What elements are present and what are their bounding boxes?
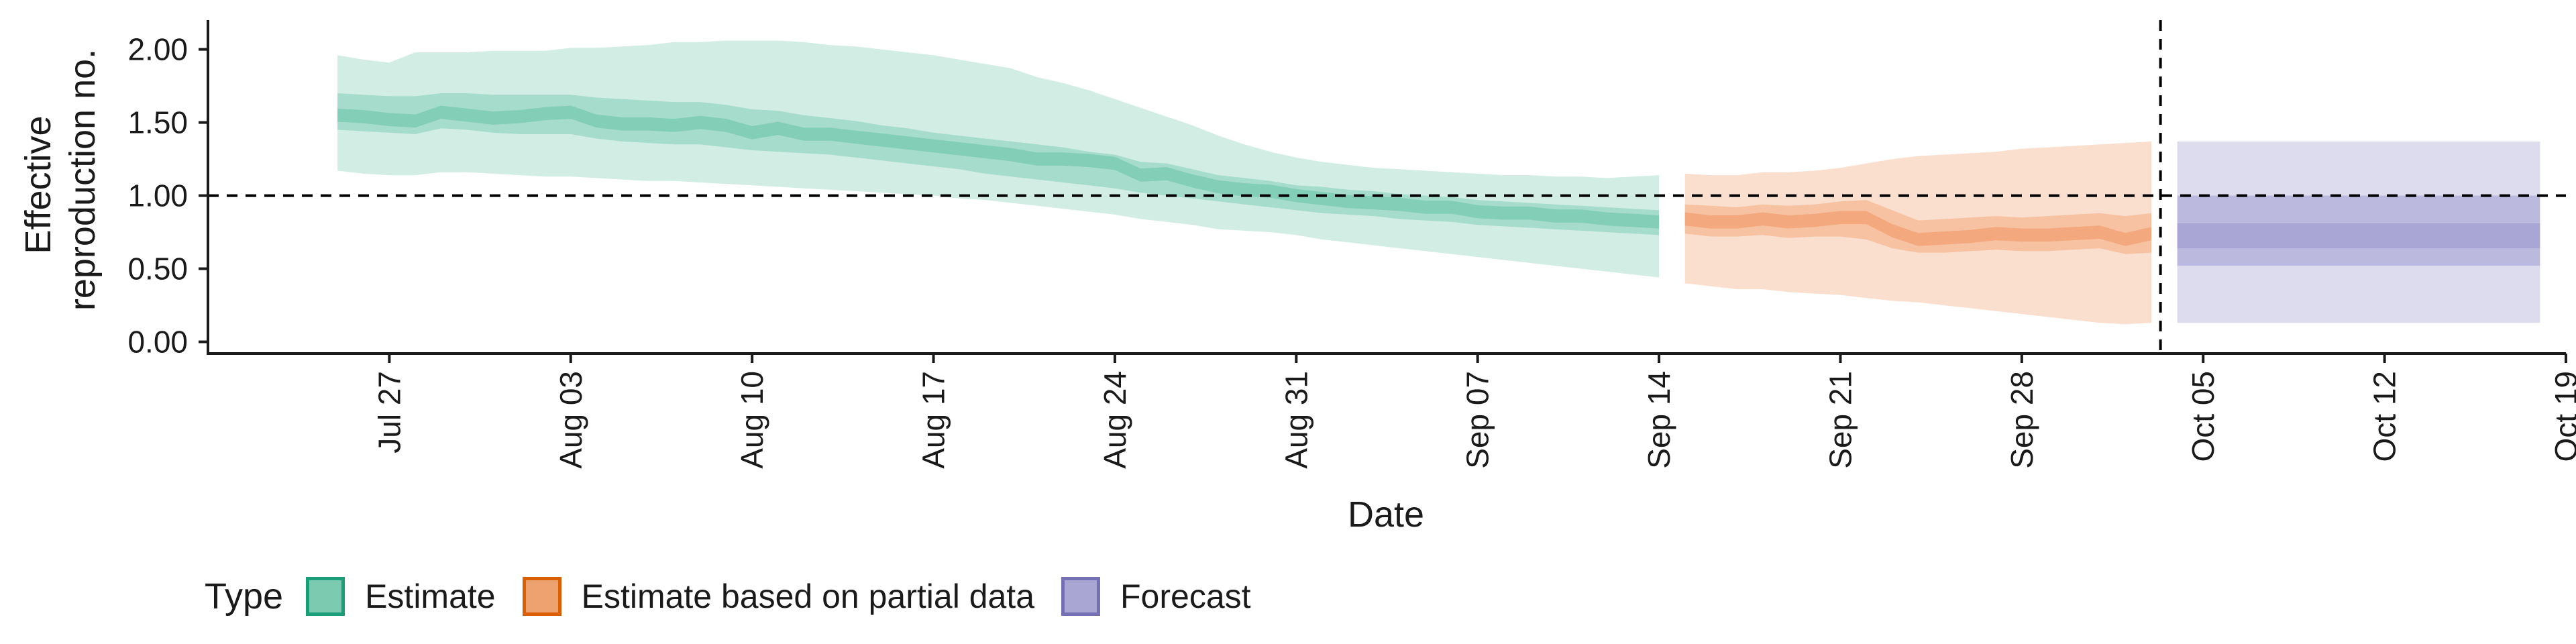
legend-swatch-forecast [1061, 577, 1101, 616]
y-axis-label-line-2: reproduction no. [62, 49, 103, 311]
x-tick-label: Aug 03 [553, 371, 588, 469]
x-tick-label: Aug 10 [735, 371, 769, 469]
x-tick-label: Jul 27 [372, 371, 407, 453]
band-50-forecast [2177, 195, 2540, 266]
band-90-estimate-based-on-partial-data [1684, 141, 2151, 325]
legend-swatch-partial [522, 577, 561, 616]
legend-label-estimate: Estimate [365, 578, 496, 615]
band-90-forecast [2177, 141, 2540, 323]
band-20-forecast [2177, 223, 2540, 249]
x-tick-label: Aug 24 [1097, 371, 1132, 469]
legend-item-partial: Estimate based on partial data [522, 577, 1035, 616]
y-ticks: 0.00 0.50 1.00 1.50 2.00 [127, 32, 208, 360]
y-tick-label: 0.50 [127, 252, 188, 286]
chart-axes [207, 20, 2566, 355]
x-tick-label: Aug 31 [1279, 371, 1313, 469]
legend: Type Estimate Estimate based on partial … [205, 576, 1278, 617]
y-axis-label: Effective reproduction no. [18, 49, 103, 311]
x-tick-label: Sep 21 [1823, 371, 1858, 469]
x-tick-label: Oct 12 [2367, 371, 2402, 462]
legend-label-partial: Estimate based on partial data [581, 578, 1035, 615]
x-tick-label: Sep 07 [1460, 371, 1495, 469]
band-median-estimate [337, 105, 1660, 229]
legend-title: Type [205, 576, 284, 616]
x-tick-label: Aug 17 [916, 371, 951, 469]
legend-swatch-estimate [306, 577, 345, 616]
x-tick-label: Sep 14 [1642, 371, 1676, 469]
y-tick-label: 1.50 [127, 105, 188, 140]
x-tick-label: Oct 19 [2548, 371, 2576, 462]
y-tick-label: 0.00 [127, 325, 188, 360]
legend-label-forecast: Forecast [1120, 578, 1251, 615]
legend-item-estimate: Estimate [306, 577, 496, 616]
x-axis-label: Date [1348, 494, 1424, 535]
y-tick-label: 2.00 [127, 32, 188, 67]
y-axis-label-line-1: Effective [18, 115, 58, 254]
chart-bands [337, 40, 2540, 325]
x-ticks: Jul 27 Aug 03 Aug 10 Aug 17 Aug 24 Aug 31 Sep … [372, 354, 2576, 469]
x-tick-label: Oct 05 [2186, 371, 2220, 462]
band-median-estimate-based-on-partial-data [1684, 211, 2151, 246]
legend-item-forecast: Forecast [1061, 577, 1251, 616]
x-tick-label: Sep 28 [2004, 371, 2039, 469]
y-tick-label: 1.00 [127, 178, 188, 213]
